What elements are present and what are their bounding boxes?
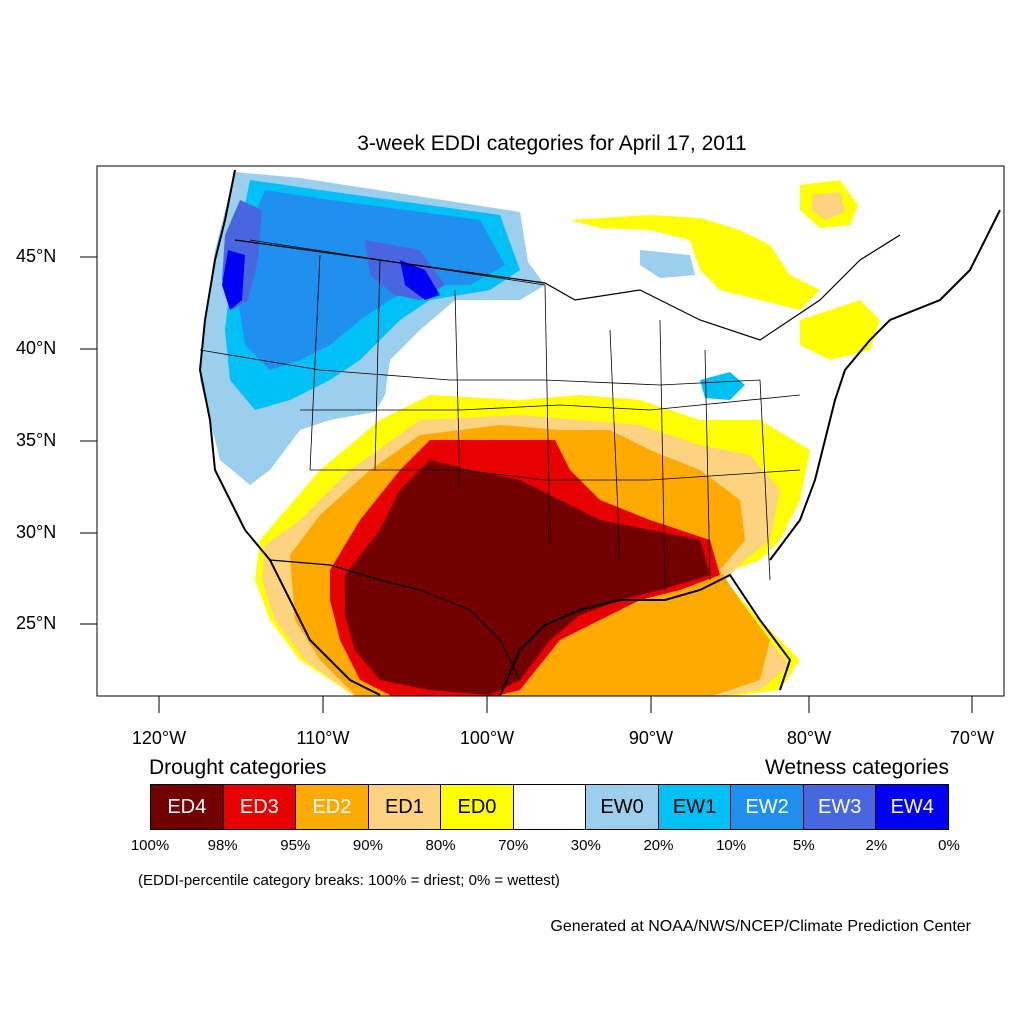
dry-region-ed0-north bbox=[570, 215, 820, 310]
legend-cell-ew3: EW3 bbox=[803, 785, 877, 829]
legend-break-label: 100% bbox=[130, 837, 170, 854]
longitude-label: 90°W bbox=[628, 728, 674, 748]
wet-region-ew0-east bbox=[640, 250, 695, 278]
latitude-label: 25°N bbox=[16, 613, 57, 633]
wet-region-ew4 bbox=[222, 250, 245, 310]
coastline bbox=[198, 169, 1001, 696]
map-field bbox=[198, 169, 1001, 696]
longitude-ticks bbox=[158, 696, 973, 713]
wet-region-ew4b bbox=[400, 260, 440, 300]
legend-cell-ew2: EW2 bbox=[731, 785, 804, 829]
legend-cell-ew4: EW4 bbox=[876, 785, 949, 829]
credit-line: Generated at NOAA/NWS/NCEP/Climate Predi… bbox=[550, 918, 971, 935]
latitude-label: 45°N bbox=[16, 246, 57, 266]
wet-region-ew2 bbox=[238, 190, 505, 370]
map-title: 3-week EDDI categories for April 17, 201… bbox=[357, 132, 747, 155]
dry-region-ed0-newengland bbox=[800, 300, 880, 360]
category-breaks-note: (EDDI-percentile category breaks: 100% =… bbox=[138, 872, 560, 889]
legend-break-label: 0% bbox=[938, 837, 960, 854]
legend-break-label: 95% bbox=[280, 837, 311, 854]
latitude-ticks bbox=[80, 256, 97, 625]
legend-cell-ed4: ED4 bbox=[151, 785, 224, 829]
legend-cell-ed3: ED3 bbox=[223, 785, 297, 829]
latitude-label: 30°N bbox=[16, 522, 57, 542]
legend-color-bar: ED4 ED3 ED2 ED1 ED0 EW0 EW1 EW2 EW3 EW4 bbox=[150, 784, 949, 830]
longitude-label: 70°W bbox=[949, 728, 995, 748]
legend-cell-ed0: ED0 bbox=[441, 785, 514, 829]
legend-cell-ed1: ED1 bbox=[368, 785, 442, 829]
legend-break-label: 70% bbox=[498, 837, 529, 854]
legend-cell-ew0: EW0 bbox=[586, 785, 659, 829]
latitude-label: 35°N bbox=[16, 430, 57, 450]
legend-cell-ed2: ED2 bbox=[296, 785, 369, 829]
wetness-categories-heading: Wetness categories bbox=[764, 756, 949, 779]
dry-region-ed1-northeast bbox=[812, 192, 845, 220]
longitude-label: 120°W bbox=[131, 728, 187, 748]
longitude-label: 80°W bbox=[786, 728, 832, 748]
map-border bbox=[96, 165, 1005, 697]
legend-break-label: 20% bbox=[643, 837, 674, 854]
legend-break-label: 30% bbox=[570, 837, 601, 854]
legend-break-label: 2% bbox=[865, 837, 888, 854]
drought-categories-heading: Drought categories bbox=[149, 756, 327, 779]
dry-region-ed4-south bbox=[345, 460, 710, 695]
legend-break-label: 5% bbox=[792, 837, 815, 854]
legend-cell-normal bbox=[513, 785, 587, 829]
latitude-label: 40°N bbox=[16, 338, 57, 358]
legend-cell-ew1: EW1 bbox=[658, 785, 732, 829]
legend-break-label: 80% bbox=[425, 837, 456, 854]
legend-break-label: 90% bbox=[352, 837, 383, 854]
longitude-label: 100°W bbox=[459, 728, 515, 748]
legend-break-label: 10% bbox=[716, 837, 747, 854]
wet-region-ew1-lakes bbox=[700, 372, 745, 400]
legend-break-label: 98% bbox=[207, 837, 238, 854]
national-border bbox=[234, 234, 901, 681]
longitude-label: 110°W bbox=[296, 728, 350, 748]
